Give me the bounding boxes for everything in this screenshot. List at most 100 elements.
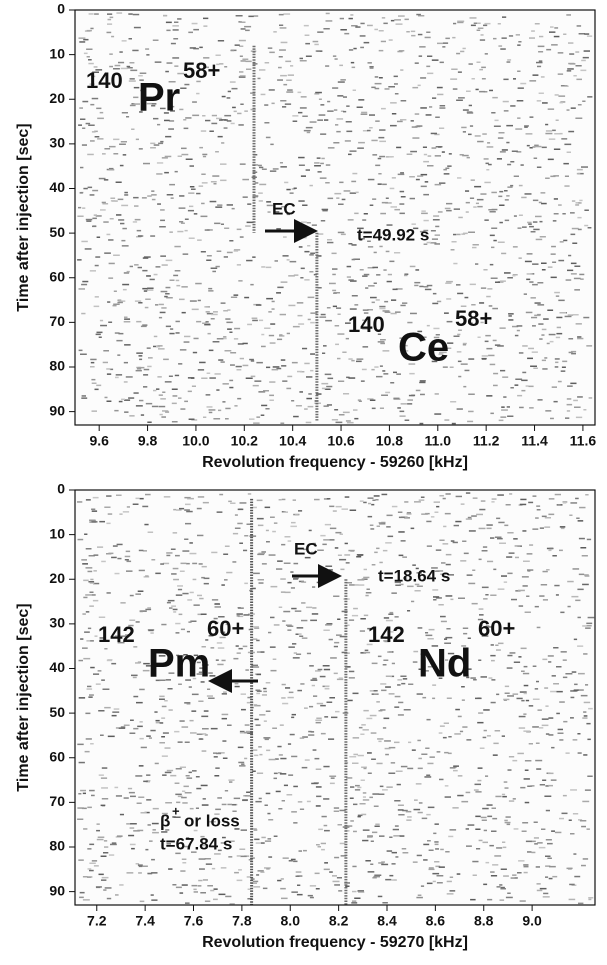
noise-dot bbox=[521, 671, 525, 673]
noise-dot bbox=[265, 507, 271, 509]
noise-dot bbox=[451, 540, 455, 542]
noise-dot bbox=[581, 826, 586, 828]
noise-dot bbox=[258, 746, 262, 748]
noise-dot bbox=[184, 702, 190, 704]
noise-dot bbox=[223, 691, 227, 693]
noise-dot bbox=[90, 640, 94, 642]
noise-dot bbox=[334, 646, 338, 648]
noise-dot bbox=[224, 66, 227, 68]
noise-dot bbox=[261, 266, 265, 268]
noise-dot bbox=[491, 831, 497, 833]
noise-dot bbox=[169, 333, 174, 335]
noise-dot bbox=[537, 509, 541, 511]
noise-dot bbox=[299, 246, 303, 248]
noise-dot bbox=[284, 511, 289, 513]
noise-dot bbox=[487, 528, 492, 530]
noise-dot bbox=[211, 123, 217, 125]
noise-dot bbox=[224, 579, 228, 581]
noise-dot bbox=[270, 646, 276, 648]
noise-dot bbox=[320, 535, 325, 537]
noise-dot bbox=[504, 525, 508, 527]
noise-dot bbox=[166, 260, 173, 262]
noise-dot bbox=[188, 391, 192, 393]
noise-dot bbox=[539, 60, 543, 62]
noise-dot bbox=[189, 772, 192, 774]
noise-dot bbox=[111, 200, 115, 202]
noise-dot bbox=[166, 326, 171, 328]
noise-dot bbox=[482, 78, 486, 80]
noise-dot bbox=[520, 83, 526, 85]
noise-dot bbox=[374, 29, 378, 31]
noise-dot bbox=[318, 171, 322, 173]
noise-dot bbox=[282, 499, 286, 501]
noise-dot bbox=[145, 299, 151, 301]
noise-dot bbox=[173, 509, 176, 511]
noise-dot bbox=[327, 307, 331, 309]
noise-dot bbox=[532, 263, 538, 265]
y-tick-label: 10 bbox=[49, 45, 65, 61]
noise-dot bbox=[469, 530, 476, 532]
noise-dot bbox=[151, 899, 157, 901]
noise-dot bbox=[543, 571, 548, 573]
noise-dot bbox=[332, 253, 337, 255]
noise-dot bbox=[208, 290, 213, 292]
noise-dot bbox=[574, 266, 580, 268]
noise-dot bbox=[329, 639, 333, 641]
noise-dot bbox=[335, 547, 339, 549]
noise-dot bbox=[272, 728, 277, 730]
noise-dot bbox=[558, 729, 563, 731]
noise-dot bbox=[553, 220, 557, 222]
noise-dot bbox=[101, 561, 106, 563]
noise-dot bbox=[521, 380, 527, 382]
noise-dot bbox=[150, 279, 155, 281]
noise-dot bbox=[441, 562, 446, 564]
noise-dot bbox=[176, 509, 182, 511]
noise-dot bbox=[466, 211, 469, 213]
y-tick-label: 20 bbox=[49, 90, 65, 106]
noise-dot bbox=[225, 896, 231, 898]
noise-dot bbox=[221, 119, 227, 121]
noise-dot bbox=[190, 165, 195, 167]
noise-dot bbox=[532, 146, 535, 148]
noise-dot bbox=[466, 828, 469, 830]
noise-dot bbox=[259, 200, 263, 202]
noise-dot bbox=[484, 219, 488, 221]
noise-dot bbox=[157, 124, 160, 126]
noise-dot bbox=[374, 690, 378, 692]
noise-dot bbox=[84, 631, 90, 633]
noise-dot bbox=[588, 708, 593, 710]
noise-dot bbox=[575, 118, 582, 120]
noise-dot bbox=[79, 762, 85, 764]
noise-dot bbox=[519, 605, 524, 607]
noise-dot bbox=[386, 526, 391, 528]
noise-dot bbox=[367, 837, 373, 839]
noise-dot bbox=[384, 740, 391, 742]
noise-dot bbox=[185, 792, 192, 794]
noise-dot bbox=[440, 105, 446, 107]
noise-dot bbox=[450, 367, 454, 369]
noise-dot bbox=[490, 537, 494, 539]
noise-dot bbox=[440, 725, 445, 727]
noise-dot bbox=[178, 741, 183, 743]
noise-dot bbox=[281, 42, 288, 44]
noise-dot bbox=[526, 700, 529, 702]
noise-dot bbox=[262, 563, 267, 565]
noise-dot bbox=[391, 206, 398, 208]
noise-dot bbox=[462, 541, 466, 543]
noise-dot bbox=[383, 350, 390, 352]
noise-dot bbox=[482, 355, 488, 357]
noise-dot bbox=[380, 683, 386, 685]
noise-dot bbox=[430, 756, 435, 758]
noise-dot bbox=[227, 97, 231, 99]
noise-dot bbox=[503, 396, 506, 398]
noise-dot bbox=[321, 220, 325, 222]
noise-dot bbox=[454, 733, 461, 735]
noise-dot bbox=[469, 105, 472, 107]
noise-dot bbox=[571, 353, 576, 355]
noise-dot bbox=[288, 305, 295, 307]
noise-dot bbox=[282, 106, 286, 108]
noise-dot bbox=[388, 773, 395, 775]
noise-dot bbox=[185, 523, 191, 525]
noise-dot bbox=[217, 664, 223, 666]
noise-dot bbox=[360, 269, 364, 271]
